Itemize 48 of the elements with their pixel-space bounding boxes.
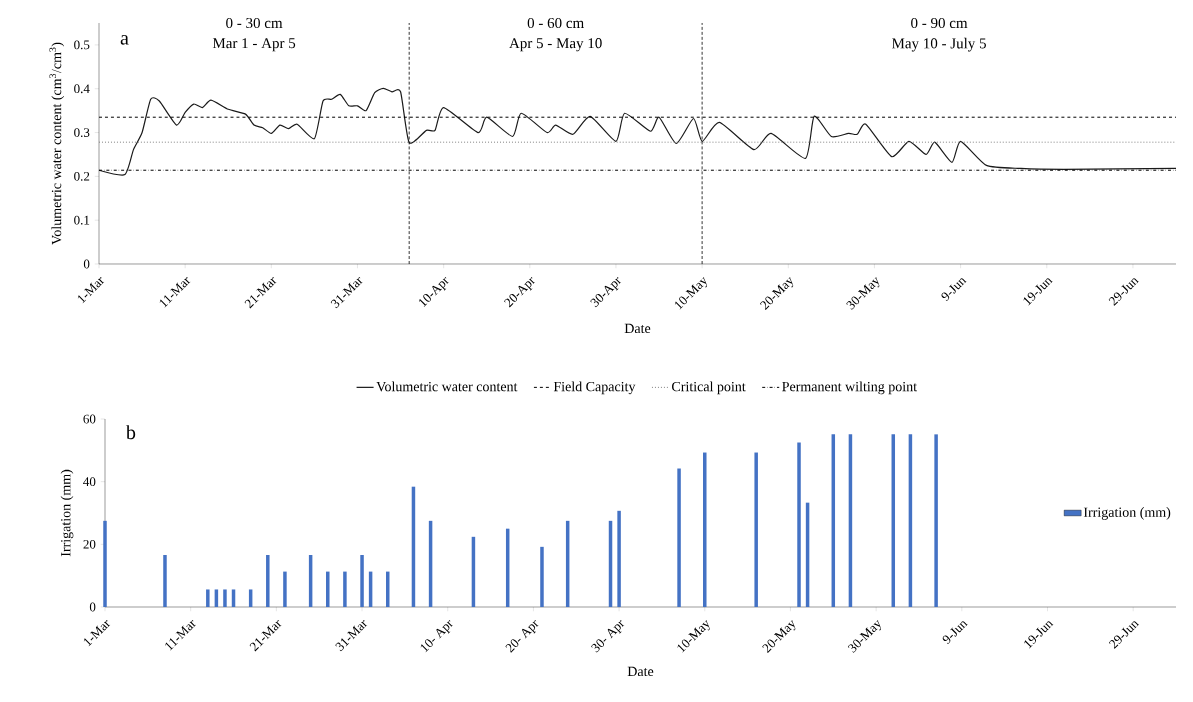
annotation: 0 - 90 cm bbox=[911, 17, 968, 29]
chart-title: a bbox=[120, 35, 129, 45]
bar bbox=[103, 520, 107, 607]
x-axis-title: Date bbox=[624, 323, 651, 334]
annotation: Mar 1 - Apr 5 bbox=[212, 38, 296, 52]
legend-label: Irrigation (mm) bbox=[1083, 507, 1171, 520]
annotation: Apr 5 - May 10 bbox=[509, 38, 602, 52]
y-tick-label: 20 bbox=[83, 539, 96, 549]
y-tick-label: 0.5 bbox=[74, 40, 90, 50]
bar bbox=[163, 554, 167, 607]
legend-label: Permanent wilting point bbox=[782, 381, 917, 395]
annotation: 0 - 30 cm bbox=[226, 17, 283, 29]
annotation: May 10 - July 5 bbox=[892, 37, 986, 52]
legend-label: Field Capacity bbox=[553, 381, 636, 395]
y-tick-label: 0.3 bbox=[74, 128, 90, 137]
bar bbox=[677, 468, 681, 607]
line-series bbox=[98, 87, 1177, 176]
y-tick-label: 0.1 bbox=[74, 215, 90, 225]
bar bbox=[934, 434, 938, 607]
bar bbox=[703, 452, 707, 607]
bar bbox=[617, 510, 621, 607]
annotation: 0 - 60 cm bbox=[527, 17, 584, 29]
x-tick-label: 30- Apr bbox=[591, 620, 625, 653]
bar bbox=[283, 571, 287, 607]
bar bbox=[540, 546, 544, 607]
bar bbox=[266, 554, 270, 607]
y-tick-label: 40 bbox=[83, 477, 96, 487]
bar bbox=[754, 452, 758, 607]
bar bbox=[386, 571, 390, 607]
bar bbox=[343, 571, 347, 607]
chart-title: b bbox=[125, 425, 136, 440]
bar bbox=[797, 442, 801, 607]
bar bbox=[326, 571, 330, 607]
y-axis-title: Irrigation (mm) bbox=[60, 469, 74, 557]
x-axis-title: Date bbox=[627, 666, 654, 677]
x-tick-label: 20- Apr bbox=[505, 620, 539, 653]
bar bbox=[360, 554, 364, 607]
y-tick-label: 0 bbox=[89, 602, 96, 612]
legend-label: Critical point bbox=[672, 381, 746, 395]
x-tick-label: 10- Apr bbox=[420, 620, 453, 653]
y-tick-label: 60 bbox=[83, 414, 96, 424]
legend-label: Volumetric water content bbox=[376, 381, 518, 392]
bar bbox=[206, 589, 210, 607]
y-tick-label: 0.4 bbox=[74, 84, 90, 94]
bar bbox=[223, 589, 227, 607]
y-tick-label: 0 bbox=[83, 259, 90, 269]
y-tick-label: 0.2 bbox=[74, 171, 90, 181]
y-axis-title: Volumetric water content (cm$^{3}$/cm$^{3}$) bbox=[49, 42, 65, 245]
